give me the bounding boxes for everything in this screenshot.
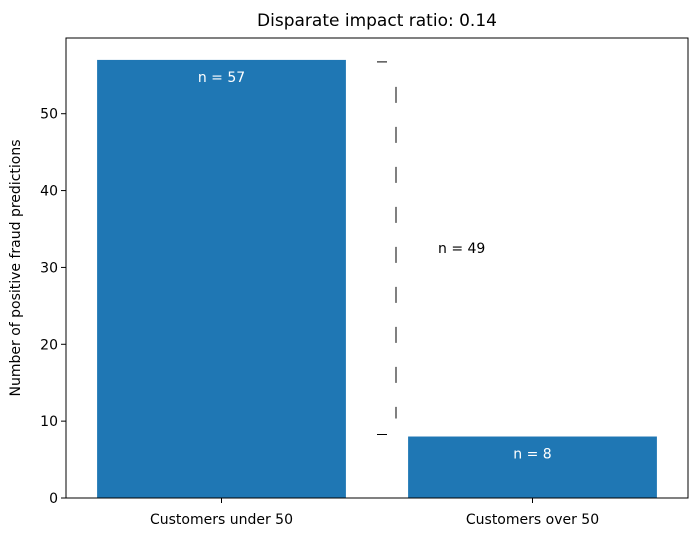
y-tick-label-30: 30 (40, 260, 58, 276)
y-tick-label-50: 50 (40, 107, 58, 123)
y-tick-label-0: 0 (49, 491, 58, 507)
plot-frame (65, 37, 689, 499)
x-axis: Customers under 50 Customers over 50 (150, 498, 599, 528)
bar-value-label-2: n = 8 (513, 447, 551, 463)
chart-title: Disparate impact ratio: 0.14 (257, 11, 497, 31)
y-tick-label-40: 40 (40, 184, 58, 200)
difference-annotation: n = 49 (377, 61, 485, 436)
bar-value-label-1: n = 57 (198, 70, 245, 86)
bar-2 (408, 436, 657, 498)
y-axis-label: Number of positive fraud predictions (8, 139, 24, 396)
bars-group (97, 59, 657, 499)
bar-1 (97, 59, 346, 499)
y-tick-label-10: 10 (40, 414, 58, 430)
y-axis: 0 10 20 30 40 50 (40, 107, 66, 507)
bar-labels-group: n = 57 n = 8 (198, 70, 552, 463)
x-tick-label-2: Customers over 50 (466, 512, 599, 528)
x-tick-label-1: Customers under 50 (150, 512, 293, 528)
annotation-label: n = 49 (438, 241, 485, 257)
y-tick-label-20: 20 (40, 337, 58, 353)
